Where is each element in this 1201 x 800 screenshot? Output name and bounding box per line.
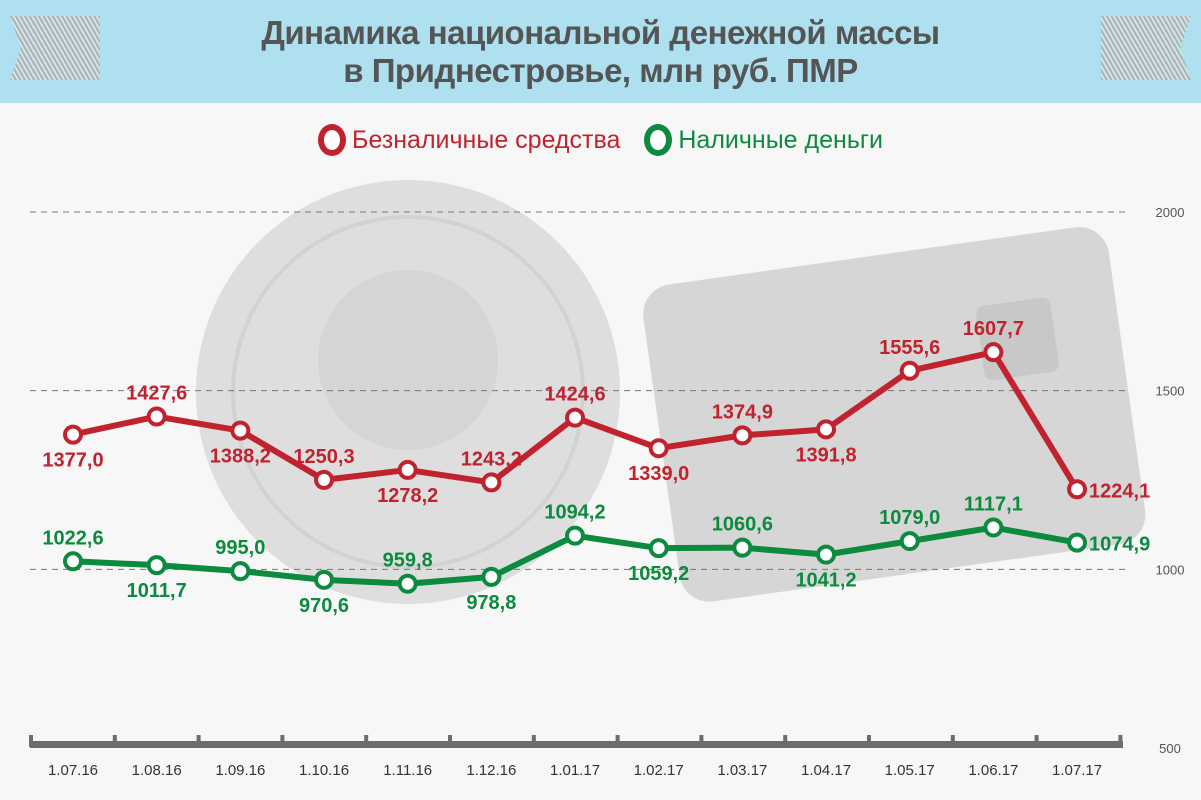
x-axis-tick <box>1118 735 1123 747</box>
data-label: 1339,0 <box>628 463 689 485</box>
coin-background <box>196 180 620 604</box>
data-label: 978,8 <box>466 592 516 614</box>
title-line-1: Динамика национальной денежной массы <box>261 14 940 51</box>
data-point <box>732 537 753 558</box>
x-axis-tick <box>699 735 704 747</box>
data-point <box>146 555 167 576</box>
x-tick-label: 1.04.17 <box>801 762 851 779</box>
x-axis-tick <box>29 735 33 747</box>
x-tick-label: 1.12.16 <box>466 762 516 779</box>
data-point <box>899 531 920 552</box>
data-label: 1224,1 <box>1089 480 1150 502</box>
data-label: 1041,2 <box>795 570 856 592</box>
data-point <box>816 544 837 565</box>
data-point <box>648 538 669 559</box>
data-point <box>314 569 335 590</box>
y-tick-label: 1000 <box>1156 562 1185 577</box>
data-label: 959,8 <box>383 550 433 572</box>
data-label: 1427,6 <box>126 383 187 405</box>
data-point <box>899 360 920 381</box>
data-point <box>146 406 167 427</box>
y-tick-label: 1500 <box>1156 384 1185 399</box>
data-label: 1059,2 <box>628 563 689 585</box>
x-axis-tick <box>196 735 201 747</box>
right-ribbon-decoration <box>1101 16 1191 80</box>
x-tick-label: 1.02.17 <box>634 762 684 779</box>
data-label: 1391,8 <box>795 444 856 466</box>
data-label: 1094,2 <box>544 502 605 524</box>
data-point <box>983 342 1004 363</box>
data-label: 1377,0 <box>42 450 103 472</box>
data-point <box>397 573 418 594</box>
data-point <box>397 459 418 480</box>
x-tick-label: 1.07.16 <box>48 762 98 779</box>
data-label: 1388,2 <box>210 446 271 468</box>
x-axis-tick <box>950 735 955 747</box>
data-point <box>816 419 837 440</box>
data-point <box>565 407 586 428</box>
x-axis-tick <box>280 735 285 747</box>
data-label: 1074,9 <box>1089 534 1150 556</box>
x-axis-tick <box>112 735 117 747</box>
chart-title: Динамика национальной денежной массы в П… <box>0 14 1201 90</box>
data-label: 1250,3 <box>293 446 354 468</box>
data-point <box>481 472 502 493</box>
green-ring-icon <box>644 124 673 156</box>
data-label: 970,6 <box>299 595 349 617</box>
data-label: 1374,9 <box>712 401 773 423</box>
data-point <box>63 424 83 445</box>
data-point <box>63 551 83 572</box>
legend-label: Безналичные средства <box>352 125 621 154</box>
x-axis-tick <box>867 735 871 747</box>
title-line-2: в Приднестровье, млн руб. ПМР <box>343 52 858 89</box>
x-tick-label: 1.08.16 <box>132 762 182 779</box>
y-tick-label: 2000 <box>1156 205 1185 220</box>
data-label: 1022,6 <box>42 527 103 549</box>
red-ring-icon <box>318 124 347 156</box>
x-axis-tick <box>364 735 369 747</box>
data-point <box>230 420 251 441</box>
legend: Безналичные средства Наличные деньги <box>0 124 1201 156</box>
legend-item-cash: Наличные деньги <box>644 124 883 156</box>
data-label: 1278,2 <box>377 485 438 507</box>
left-ribbon-decoration <box>10 16 100 80</box>
data-label: 1607,7 <box>963 318 1024 340</box>
title-banner: Динамика национальной денежной массы в П… <box>0 0 1201 103</box>
data-point <box>1067 479 1088 500</box>
data-point <box>314 469 335 490</box>
x-tick-label: 1.11.16 <box>383 762 432 779</box>
x-axis-line <box>30 741 1123 748</box>
data-label: 1555,6 <box>879 337 940 359</box>
x-axis-tick <box>448 735 452 747</box>
x-tick-label: 1.10.16 <box>299 762 349 779</box>
x-tick-label: 1.03.17 <box>717 762 767 779</box>
data-point <box>1067 532 1088 553</box>
data-point <box>565 525 586 546</box>
data-point <box>648 438 669 459</box>
data-point <box>732 425 753 446</box>
data-point <box>481 566 502 587</box>
x-axis-tick <box>615 735 620 747</box>
legend-label: Наличные деньги <box>678 125 883 154</box>
data-point <box>230 561 251 582</box>
x-axis-tick <box>1034 735 1039 747</box>
data-label: 1424,6 <box>544 384 605 406</box>
x-tick-label: 1.05.17 <box>885 762 935 779</box>
x-axis-tick <box>531 735 536 747</box>
data-label: 1079,0 <box>879 507 940 529</box>
y-tick-label: 500 <box>1159 741 1181 756</box>
x-tick-label: 1.01.17 <box>550 762 600 779</box>
x-axis-tick <box>783 735 788 747</box>
data-label: 1117,1 <box>964 493 1023 515</box>
x-tick-label: 1.06.17 <box>968 762 1018 779</box>
data-label: 1060,6 <box>712 514 773 536</box>
x-tick-label: 1.09.16 <box>215 762 265 779</box>
data-label: 1011,7 <box>127 580 187 602</box>
data-label: 1243,2 <box>461 448 522 470</box>
data-point <box>983 517 1004 538</box>
data-label: 995,0 <box>215 537 265 559</box>
x-tick-label: 1.07.17 <box>1052 762 1102 779</box>
legend-item-cashless: Безналичные средства <box>318 124 620 156</box>
